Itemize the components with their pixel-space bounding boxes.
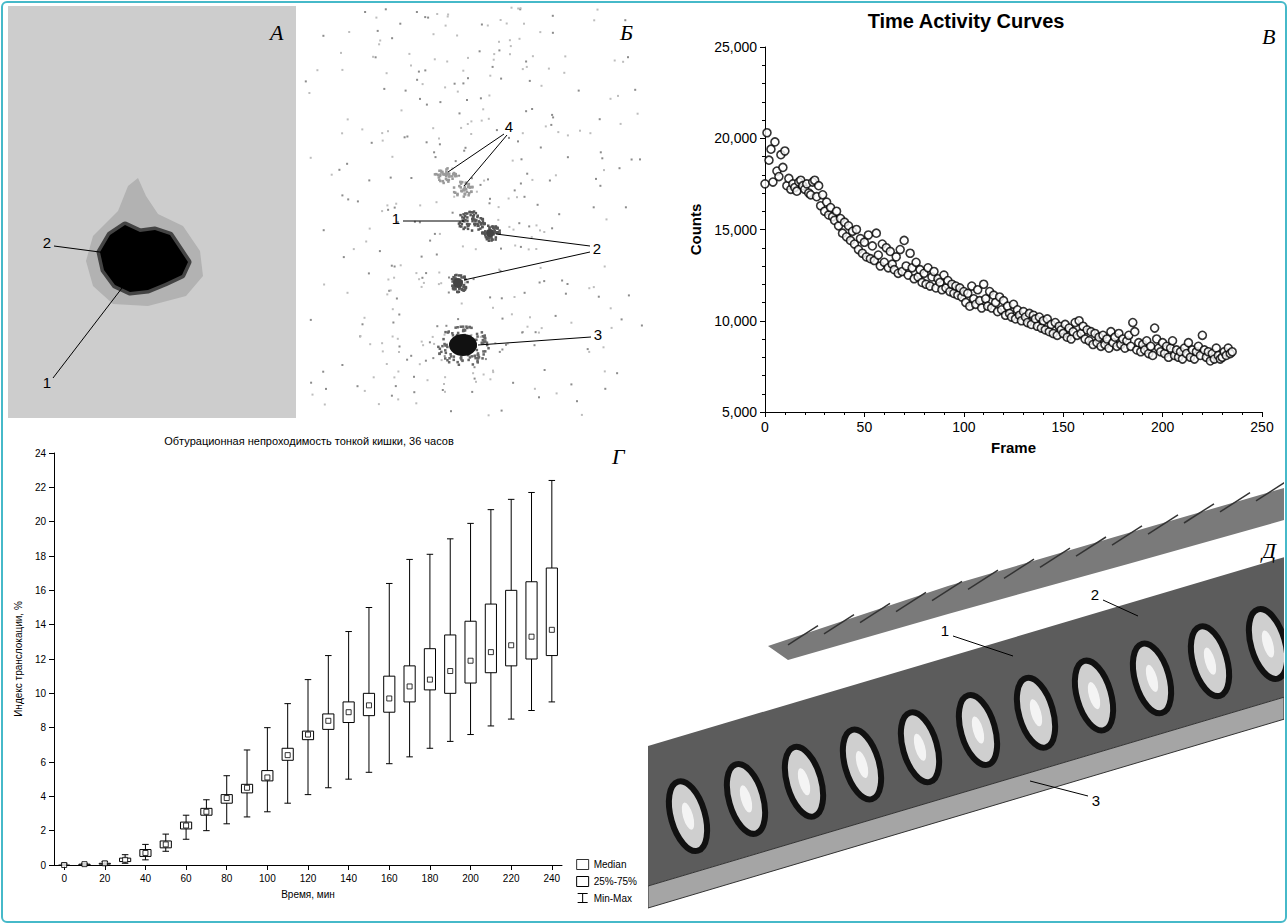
svg-text:4: 4 [505, 118, 513, 135]
svg-text:15,000: 15,000 [714, 222, 757, 238]
svg-text:Median: Median [594, 859, 627, 870]
svg-text:250: 250 [1250, 419, 1274, 435]
svg-text:200: 200 [462, 873, 479, 884]
svg-text:12: 12 [35, 654, 47, 665]
svg-text:1: 1 [392, 210, 400, 227]
svg-text:120: 120 [300, 873, 317, 884]
svg-text:140: 140 [340, 873, 357, 884]
svg-text:10: 10 [35, 688, 47, 699]
svg-text:22: 22 [35, 482, 47, 493]
svg-text:1: 1 [43, 374, 51, 391]
svg-text:Min-Max: Min-Max [594, 893, 632, 904]
svg-text:24: 24 [35, 448, 47, 459]
svg-text:25,000: 25,000 [714, 39, 757, 55]
svg-text:4: 4 [40, 791, 46, 802]
svg-text:2: 2 [43, 234, 51, 251]
html-text:Г: Г [612, 444, 625, 469]
svg-text:14: 14 [35, 619, 47, 630]
svg-text:2: 2 [1091, 586, 1099, 603]
svg-text:0: 0 [61, 873, 67, 884]
svg-text:Time Activity Curves: Time Activity Curves [868, 10, 1065, 32]
svg-text:50: 50 [857, 419, 873, 435]
svg-text:6: 6 [40, 757, 46, 768]
svg-text:Frame: Frame [991, 439, 1036, 456]
svg-text:25%-75%: 25%-75% [594, 876, 637, 887]
svg-text:100: 100 [952, 419, 976, 435]
svg-text:40: 40 [140, 873, 152, 884]
svg-text:5,000: 5,000 [722, 404, 757, 420]
svg-text:2: 2 [593, 240, 601, 257]
svg-text:200: 200 [1151, 419, 1175, 435]
svg-text:10,000: 10,000 [714, 313, 757, 329]
svg-text:240: 240 [543, 873, 560, 884]
html-text:Б: Б [620, 20, 633, 45]
html-text:В: В [1262, 24, 1276, 49]
svg-text:160: 160 [381, 873, 398, 884]
svg-text:3: 3 [1092, 792, 1100, 809]
svg-text:20: 20 [35, 516, 47, 527]
html-text:А: А [270, 20, 284, 45]
svg-text:1: 1 [941, 622, 949, 639]
svg-text:3: 3 [594, 326, 602, 343]
svg-text:0: 0 [761, 419, 769, 435]
svg-text:2: 2 [40, 825, 46, 836]
svg-text:150: 150 [1052, 419, 1076, 435]
svg-text:18: 18 [35, 551, 47, 562]
svg-text:180: 180 [422, 873, 439, 884]
svg-text:60: 60 [181, 873, 193, 884]
svg-text:80: 80 [221, 873, 233, 884]
svg-text:16: 16 [35, 585, 47, 596]
svg-text:20,000: 20,000 [714, 130, 757, 146]
svg-text:Counts: Counts [687, 204, 704, 256]
svg-text:Время, мин: Время, мин [281, 889, 335, 900]
svg-text:8: 8 [40, 722, 46, 733]
svg-text:0: 0 [40, 860, 46, 871]
svg-text:100: 100 [259, 873, 276, 884]
svg-text:Индекс транслокации, %: Индекс транслокации, % [13, 601, 24, 717]
svg-text:20: 20 [99, 873, 111, 884]
svg-text:Обтурационная непроходимость т: Обтурационная непроходимость тонкой кишк… [164, 435, 454, 447]
html-text:Д: Д [1262, 538, 1276, 563]
svg-text:220: 220 [503, 873, 520, 884]
